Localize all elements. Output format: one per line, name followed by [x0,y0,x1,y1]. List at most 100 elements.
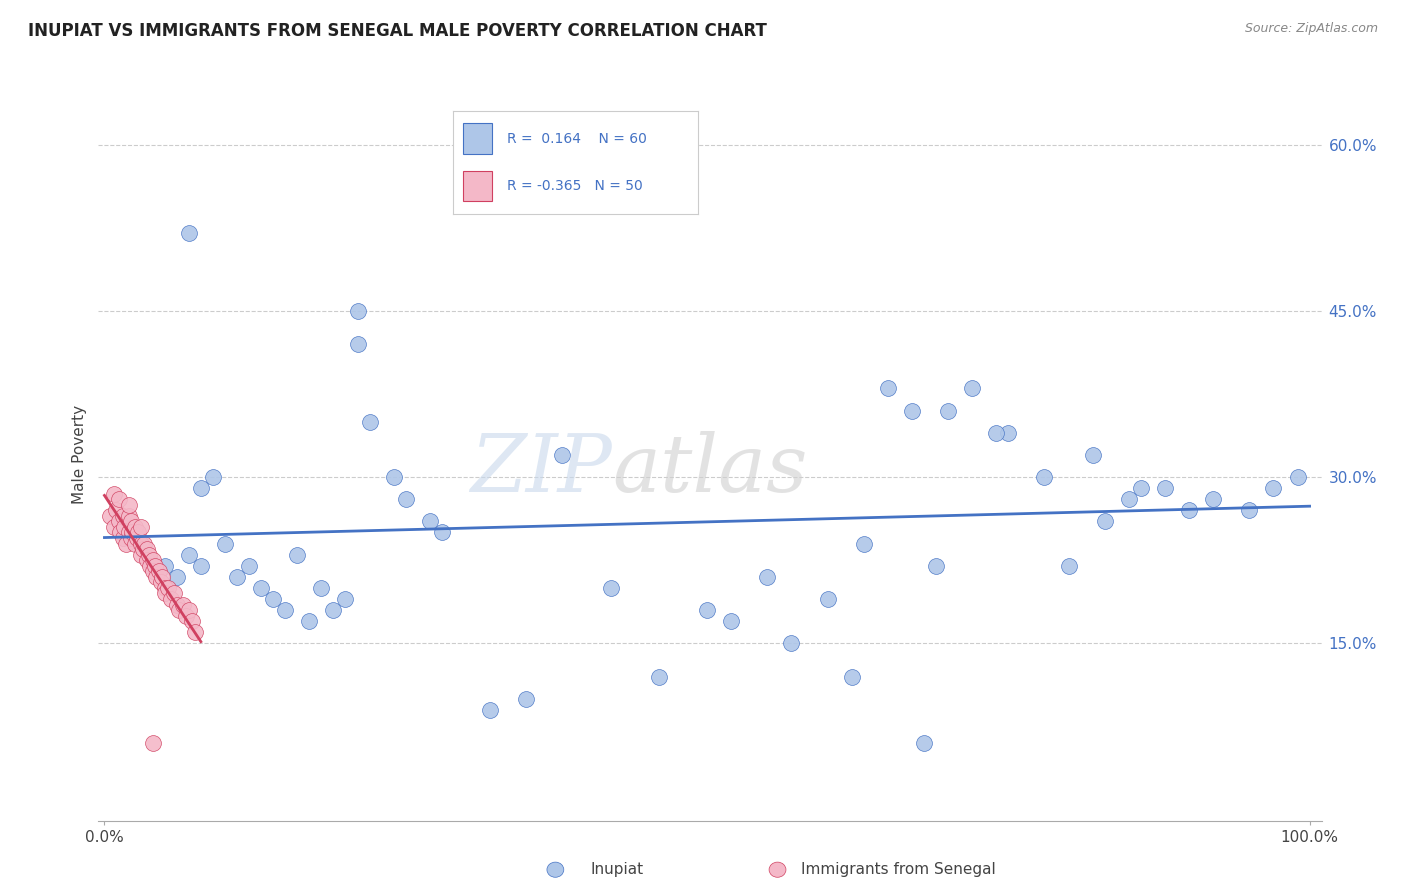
Point [359,415,381,429]
Point [117,508,139,523]
Point [111,508,134,523]
Point [135,542,157,557]
Point [120,531,142,545]
Point [135,553,157,567]
Point [138,548,160,562]
Point [346,303,368,318]
Point [720,614,742,628]
Point [1154,481,1177,495]
Point [125,531,148,545]
Point [298,614,321,628]
Point [148,564,170,578]
Point [190,558,212,573]
Point [599,581,621,595]
Point [103,486,125,500]
Point [134,536,156,550]
Point [142,553,165,567]
Point [1178,503,1201,517]
Point [159,592,181,607]
Point [382,470,405,484]
Point [986,425,1008,440]
Text: INUPIAT VS IMMIGRANTS FROM SENEGAL MALE POVERTY CORRELATION CHART: INUPIAT VS IMMIGRANTS FROM SENEGAL MALE … [28,22,768,40]
Point [852,536,875,550]
Point [841,669,863,683]
Point [201,470,224,484]
Point [157,581,180,595]
Point [100,508,122,523]
Point [419,515,441,529]
Point [142,564,165,578]
Point [1286,470,1309,484]
Point [238,558,260,573]
Point [150,575,173,590]
Point [1202,492,1225,507]
Point [177,227,200,241]
Point [1118,492,1140,507]
Point [515,691,537,706]
Point [274,603,297,617]
Point [167,603,190,617]
Text: Immigrants from Senegal: Immigrants from Senegal [801,863,997,877]
Text: atlas: atlas [612,431,807,508]
Point [335,592,357,607]
Point [129,520,152,534]
Point [176,608,198,623]
Point [153,581,176,595]
Point [129,536,152,550]
Text: R = -0.365   N = 50: R = -0.365 N = 50 [508,179,643,193]
Point [124,520,146,534]
Point [177,603,200,617]
Point [121,525,143,540]
Point [756,570,779,584]
Text: R =  0.164    N = 60: R = 0.164 N = 60 [508,132,647,145]
Point [226,570,249,584]
Text: Source: ZipAtlas.com: Source: ZipAtlas.com [1244,22,1378,36]
Point [145,570,167,584]
Point [108,515,131,529]
Point [997,425,1019,440]
Point [108,492,131,507]
Point [1081,448,1104,462]
Point [129,548,152,562]
Point [696,603,718,617]
Point [551,448,574,462]
Point [184,625,207,640]
Point [1129,481,1152,495]
Point [153,558,176,573]
Point [129,536,152,550]
Point [1033,470,1056,484]
Text: Inupiat: Inupiat [591,863,644,877]
Point [322,603,344,617]
Point [285,548,308,562]
Point [1239,503,1261,517]
Point [124,536,146,550]
Point [1057,558,1080,573]
Point [132,542,155,557]
Point [214,536,236,550]
Point [142,736,165,750]
Y-axis label: Male Poverty: Male Poverty [72,405,87,505]
Point [1263,481,1285,495]
Point [925,558,948,573]
Point [1094,515,1116,529]
Point [108,525,131,540]
Point [127,525,149,540]
Point [112,520,135,534]
Point [430,525,453,540]
Point [166,598,188,612]
Point [648,669,671,683]
Point [177,548,200,562]
Point [139,558,162,573]
Point [346,337,368,351]
Point [817,592,839,607]
Point [250,581,273,595]
Point [780,636,803,650]
FancyBboxPatch shape [463,170,492,202]
Point [142,558,165,573]
Point [166,570,188,584]
Point [901,403,924,417]
Point [163,586,186,600]
Point [150,570,173,584]
Point [876,381,898,395]
Point [181,614,204,628]
